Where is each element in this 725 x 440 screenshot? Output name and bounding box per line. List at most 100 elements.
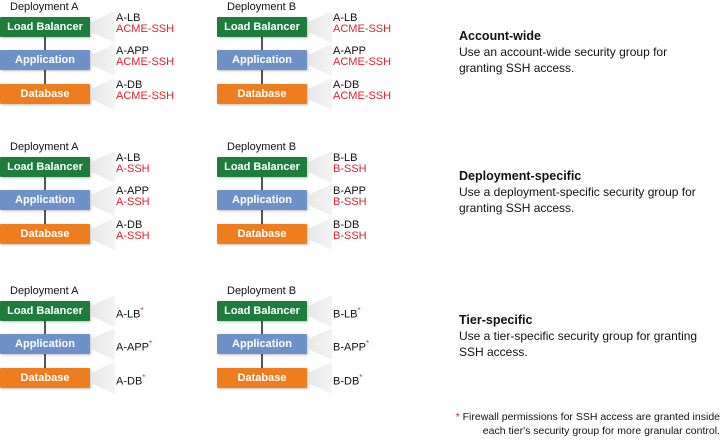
- section-description: Deployment-specific Use a deployment-spec…: [459, 168, 709, 216]
- callout-wedge: [308, 44, 332, 76]
- security-group-label: A-LB*: [116, 305, 144, 321]
- footnote-asterisk: *: [455, 411, 460, 423]
- tier-group-name: A-LB: [116, 308, 141, 321]
- tier-box-db: Database: [217, 84, 307, 104]
- section-text: Use an account-wide security group for g…: [459, 45, 668, 75]
- tier-connector: [44, 210, 46, 224]
- callout-wedge: [91, 184, 115, 216]
- callout-wedge: [308, 218, 332, 250]
- tier-box-db: Database: [0, 224, 90, 244]
- tier-group-name: A-DB: [116, 219, 143, 231]
- tier-group-name: B-DB: [333, 219, 360, 231]
- tier-group-asterisk: *: [140, 306, 144, 315]
- section-text: Use a tier-specific security group for g…: [459, 329, 698, 359]
- tier-group-name: B-APP: [333, 341, 367, 354]
- ssh-security-group: ACME-SSH: [116, 56, 175, 68]
- security-group-label: A-APP ACME-SSH: [116, 46, 174, 68]
- tier-group-name: B-APP: [333, 185, 367, 197]
- tier-box-db: Database: [0, 84, 90, 104]
- tier-connector: [44, 354, 46, 368]
- footnote: * Firewall permissions for SSH access ar…: [430, 410, 720, 438]
- deployment-label: Deployment B: [227, 141, 297, 153]
- tier-box-db: Database: [217, 368, 307, 388]
- tier-group-asterisk: *: [142, 373, 146, 382]
- tier-box-lb: Load Balancer: [0, 17, 90, 37]
- callout-wedge: [91, 295, 115, 327]
- callout-wedge: [91, 78, 115, 110]
- security-group-label: B-DB B-SSH: [333, 220, 367, 242]
- tier-group-name: A-DB: [116, 375, 143, 388]
- ssh-security-group: ACME-SSH: [116, 23, 175, 35]
- callout-wedge: [308, 362, 332, 394]
- deployment-label: Deployment A: [10, 141, 79, 153]
- security-group-label: A-LB A-SSH: [116, 153, 150, 175]
- ssh-security-group: A-SSH: [116, 163, 150, 175]
- tier-connector: [261, 177, 263, 190]
- tier-group-name: A-LB: [333, 12, 358, 24]
- deployment-label: Deployment A: [10, 285, 79, 297]
- footnote-line-2: each tier's security group for more gran…: [482, 425, 720, 437]
- security-group-label: A-APP ACME-SSH: [333, 46, 391, 68]
- tier-box-app: Application: [0, 334, 90, 354]
- deployment-label: Deployment A: [10, 1, 79, 13]
- tier-box-app: Application: [217, 50, 307, 70]
- security-group-label: A-LB ACME-SSH: [116, 13, 174, 35]
- tier-connector: [261, 321, 263, 334]
- tier-group-name: A-DB: [116, 79, 143, 91]
- tier-connector: [44, 177, 46, 190]
- tier-group-name: A-APP: [116, 341, 150, 354]
- security-group-label: B-APP*: [333, 338, 369, 354]
- tier-group-name: A-APP: [116, 45, 150, 57]
- security-group-label: A-DB ACME-SSH: [333, 80, 391, 102]
- callout-wedge: [91, 151, 115, 183]
- tier-box-lb: Load Balancer: [217, 17, 307, 37]
- tier-group-asterisk: *: [149, 339, 153, 348]
- tier-group-name: B-DB: [333, 375, 360, 388]
- section-description: Account-wide Use an account-wide security…: [459, 28, 709, 76]
- security-group-label: A-DB A-SSH: [116, 220, 150, 242]
- tier-box-db: Database: [0, 368, 90, 388]
- tier-box-app: Application: [217, 334, 307, 354]
- tier-group-name: A-LB: [116, 12, 141, 24]
- footnote-line-1: Firewall permissions for SSH access are …: [462, 411, 720, 423]
- tier-box-lb: Load Balancer: [0, 157, 90, 177]
- section-title: Deployment-specific: [459, 169, 582, 183]
- ssh-security-group: A-SSH: [116, 196, 150, 208]
- security-group-label: B-DB*: [333, 372, 362, 388]
- callout-wedge: [91, 362, 115, 394]
- ssh-security-group: ACME-SSH: [333, 90, 392, 102]
- tier-connector: [44, 321, 46, 334]
- tier-box-app: Application: [0, 50, 90, 70]
- security-group-label: B-LB B-SSH: [333, 153, 367, 175]
- tier-group-asterisk: *: [357, 306, 361, 315]
- callout-wedge: [308, 151, 332, 183]
- ssh-security-group: ACME-SSH: [333, 56, 392, 68]
- ssh-security-group: B-SSH: [333, 163, 367, 175]
- callout-wedge: [91, 44, 115, 76]
- tier-group-name: B-LB: [333, 308, 358, 321]
- callout-wedge: [91, 218, 115, 250]
- ssh-security-group: ACME-SSH: [116, 90, 175, 102]
- section-title: Account-wide: [459, 29, 541, 43]
- tier-connector: [261, 37, 263, 50]
- security-group-label: A-DB ACME-SSH: [116, 80, 174, 102]
- tier-connector: [44, 37, 46, 50]
- security-group-label: A-APP*: [116, 338, 152, 354]
- tier-box-app: Application: [217, 190, 307, 210]
- ssh-security-group: A-SSH: [116, 230, 150, 242]
- callout-wedge: [308, 11, 332, 43]
- deployment-label: Deployment B: [227, 285, 297, 297]
- callout-wedge: [91, 328, 115, 360]
- section-title: Tier-specific: [459, 313, 533, 327]
- tier-connector: [44, 70, 46, 84]
- tier-group-name: A-LB: [116, 152, 141, 164]
- tier-box-lb: Load Balancer: [217, 301, 307, 321]
- tier-connector: [261, 70, 263, 84]
- tier-group-name: A-APP: [116, 185, 150, 197]
- ssh-security-group: ACME-SSH: [333, 23, 392, 35]
- section-description: Tier-specific Use a tier-specific securit…: [459, 312, 709, 360]
- tier-group-name: A-APP: [333, 45, 367, 57]
- tier-box-lb: Load Balancer: [0, 301, 90, 321]
- tier-box-lb: Load Balancer: [217, 157, 307, 177]
